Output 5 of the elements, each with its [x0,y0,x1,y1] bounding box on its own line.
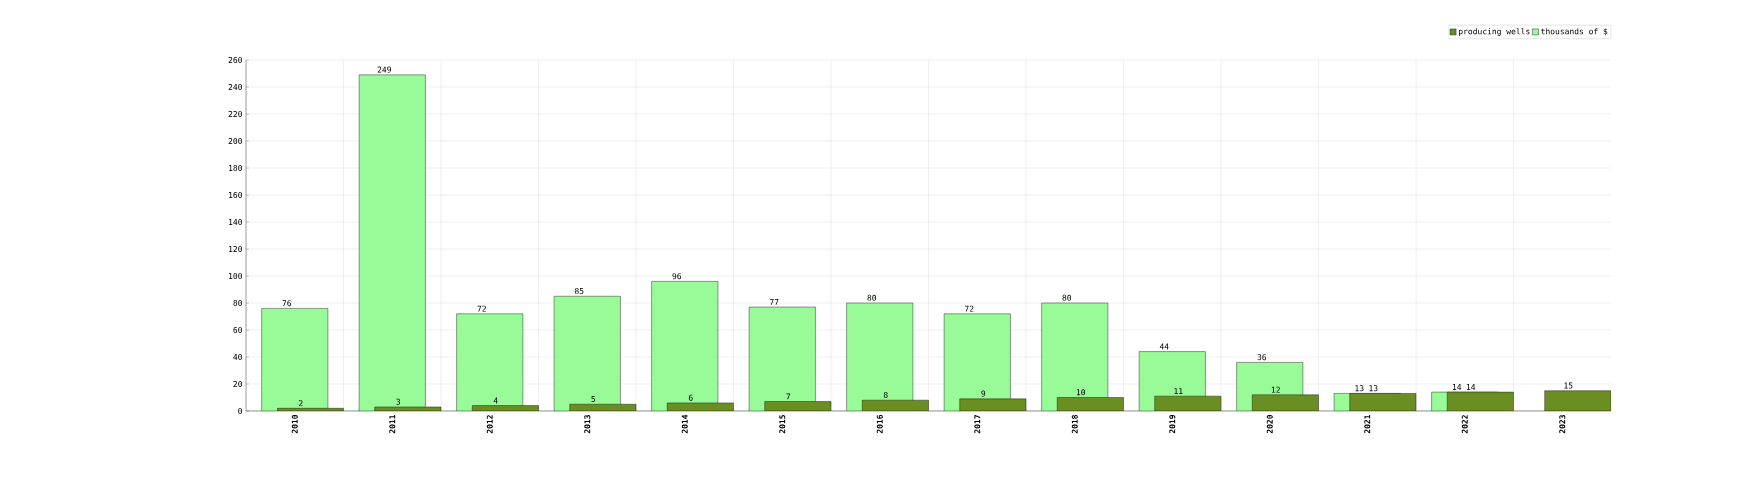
bar [261,308,328,411]
bar [651,281,718,411]
bar [456,313,523,411]
bar [359,74,426,411]
bar [554,296,621,411]
